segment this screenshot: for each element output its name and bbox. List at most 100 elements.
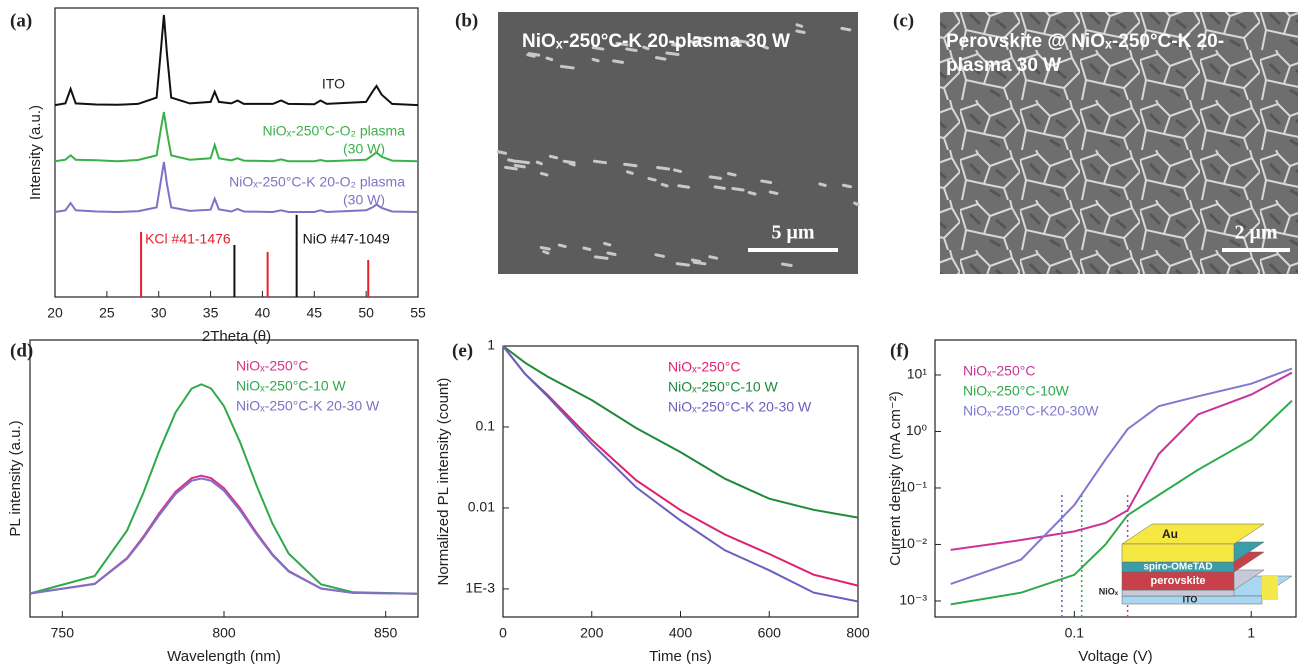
x-tick-label: 1: [1247, 625, 1255, 641]
y-tick-label: 0.01: [468, 499, 495, 515]
legend-entry: NiOₓ-250°C-10 W: [668, 379, 779, 395]
sem-particle: [761, 45, 769, 50]
sem-particle: [671, 43, 683, 48]
x-tick-label: 50: [358, 305, 374, 321]
plot-frame: [29, 339, 419, 618]
panel-letter: (c): [893, 10, 914, 31]
series-annotation: (30 W): [343, 141, 385, 157]
sem-particle: [665, 51, 680, 56]
panel-letter: (a): [10, 10, 32, 31]
panel-letter: (e): [452, 340, 473, 361]
sem-particle: [535, 160, 543, 166]
legend-entry: NiOₓ-250°C: [236, 358, 308, 374]
legend-entry: NiOₓ-250°C-10 W: [236, 378, 347, 394]
sem-particle: [548, 154, 559, 160]
sem-particle: [840, 26, 852, 32]
sem-particle: [557, 243, 567, 249]
sem-particle: [623, 162, 638, 168]
sem-particle: [693, 35, 707, 41]
sem-particle: [513, 163, 526, 169]
sem-particle: [527, 52, 541, 57]
sem-particle: [593, 255, 609, 260]
x-tick-label: 20: [47, 305, 63, 321]
x-tick-label: 750: [51, 625, 75, 641]
sem-particle: [673, 168, 683, 173]
sem-particle: [592, 159, 608, 165]
sem-particle: [642, 45, 650, 51]
sem-particle: [713, 185, 726, 190]
series-annotation: NiOₓ-250°C-O₂ plasma: [263, 123, 406, 139]
inset-label: spiro-OMeTAD: [1143, 562, 1212, 573]
legend-entry: NiOₓ-250°C-K 20-30 W: [668, 399, 812, 415]
sem-particle: [591, 57, 600, 63]
au-layer: [1121, 543, 1235, 563]
sem-particle: [690, 258, 702, 263]
y-tick-label: 1E-3: [465, 580, 495, 596]
y-axis-label: PL intensity (a.u.): [7, 420, 24, 536]
legend-entry: NiOₓ-250°C-10W: [963, 383, 1070, 399]
sem-particle: [539, 171, 549, 177]
data-line: [54, 14, 419, 107]
sem-particle: [612, 59, 624, 64]
series-annotation: ITO: [322, 76, 345, 92]
image-label: plasma 30 W: [946, 55, 1061, 76]
scale-bar-label: 5 μm: [772, 222, 815, 244]
sem-particle: [545, 56, 554, 62]
sem-particle: [654, 253, 665, 258]
x-axis-label: Time (ns): [649, 648, 712, 665]
series-annotation: (30 W): [343, 192, 385, 208]
legend-entry: NiOₓ-250°C-K 20-30 W: [236, 398, 380, 414]
sem-particle: [507, 158, 518, 163]
x-tick-label: 600: [758, 625, 782, 641]
y-tick-label: 10⁻³: [899, 592, 927, 608]
sem-particle: [615, 41, 629, 47]
series-annotation: NiOₓ-250°C-K 20-O₂ plasma: [229, 174, 405, 190]
y-axis-label: Current density (mA cm⁻²): [887, 391, 904, 566]
sem-particle: [708, 255, 719, 260]
image-label: Perovskite @ NiOₓ-250°C-K 20-: [946, 31, 1224, 52]
device-inset: Au spiro-OMeTAD perovskite NiOₓ ITO: [1099, 523, 1293, 604]
plot-frame: [54, 7, 419, 298]
panel-letter: (d): [10, 340, 33, 361]
sem-particle: [559, 64, 575, 70]
data-line: [29, 474, 419, 595]
x-tick-label: 30: [151, 305, 167, 321]
sem-particle: [539, 246, 551, 251]
sem-particle: [515, 159, 531, 165]
data-line: [950, 367, 1293, 585]
sem-image: [940, 12, 1298, 274]
sem-particle: [841, 183, 853, 189]
data-line: [502, 345, 859, 519]
sem-particle: [733, 42, 743, 47]
sem-particle: [708, 175, 722, 180]
x-tick-label: 0.1: [1065, 625, 1085, 641]
inset-label: perovskite: [1150, 575, 1205, 587]
sem-particle: [496, 150, 508, 155]
panel-letter: (b): [455, 10, 478, 31]
ito-stripe: [1262, 575, 1278, 600]
sem-particle: [768, 190, 779, 196]
x-axis-label: 2Theta (θ): [202, 328, 271, 345]
x-tick-label: 850: [374, 625, 398, 641]
x-tick-label: 40: [255, 305, 271, 321]
sem-particle: [795, 23, 804, 28]
sem-particle: [731, 186, 745, 192]
sem-particle: [654, 56, 667, 61]
sem-particle: [562, 159, 576, 165]
sem-particle: [853, 201, 860, 207]
y-axis-label: Intensity (a.u.): [27, 105, 44, 200]
data-line: [29, 477, 419, 595]
sem-particle: [818, 182, 827, 187]
x-tick-label: 0: [499, 625, 507, 641]
sem-particle: [689, 40, 699, 45]
x-tick-label: 55: [410, 305, 426, 321]
panel-letter: (f): [890, 340, 909, 361]
sem-particle: [675, 262, 690, 267]
x-tick-label: 200: [580, 625, 604, 641]
sem-particle: [647, 177, 657, 182]
sem-particle: [656, 166, 671, 171]
sem-particle: [591, 46, 605, 51]
nio-layer: [1121, 589, 1235, 597]
y-tick-label: 1: [487, 337, 495, 353]
x-tick-label: 400: [669, 625, 693, 641]
